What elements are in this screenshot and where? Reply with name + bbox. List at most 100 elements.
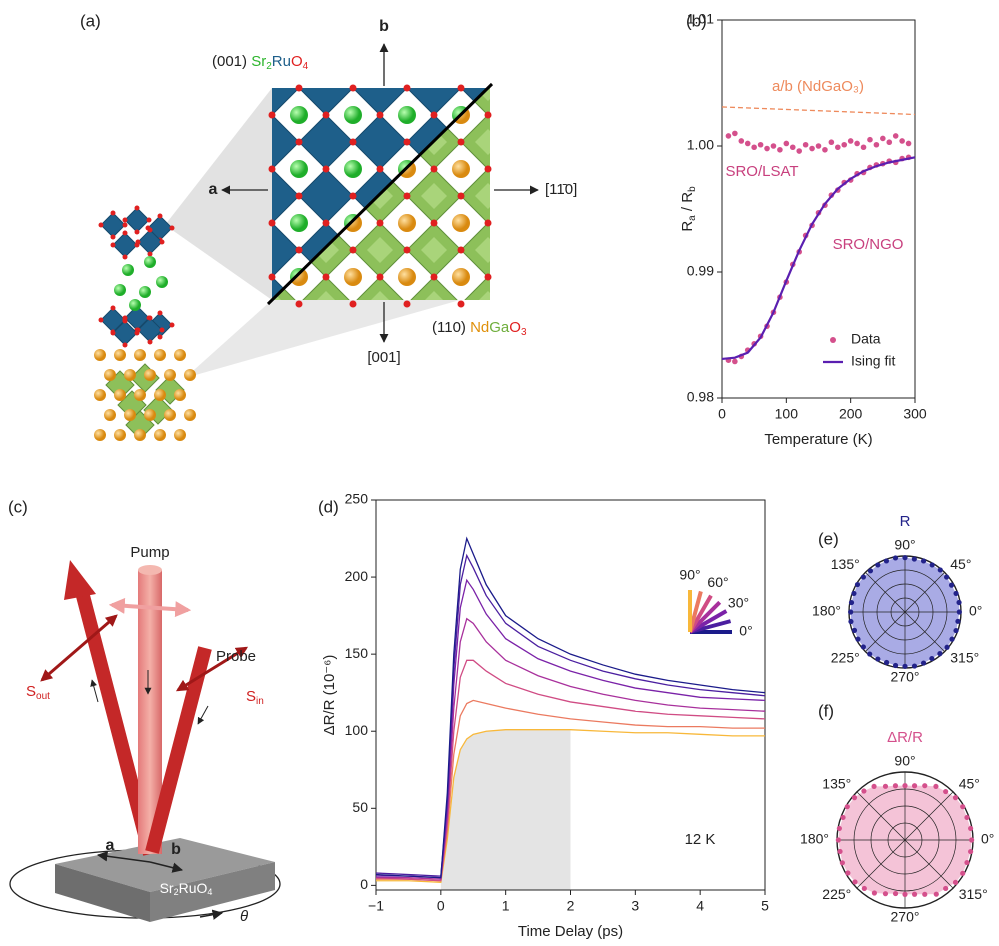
angle-label: 315° bbox=[950, 649, 979, 665]
data-point bbox=[960, 804, 965, 809]
octahedron bbox=[353, 61, 407, 115]
x-tick-label: 0 bbox=[718, 406, 726, 422]
o-atom bbox=[377, 274, 384, 281]
panel-label: (d) bbox=[318, 497, 339, 516]
x-tick-label: 2 bbox=[567, 898, 575, 914]
sr-atom bbox=[139, 286, 151, 298]
data-point bbox=[796, 148, 802, 154]
legend-label: 30° bbox=[728, 595, 749, 611]
o-atom bbox=[269, 220, 276, 227]
nd-atom bbox=[134, 349, 146, 361]
o-atom bbox=[136, 240, 141, 245]
octahedron bbox=[299, 169, 353, 223]
data-point bbox=[930, 562, 935, 567]
o-atom bbox=[148, 316, 153, 321]
data-point bbox=[902, 783, 907, 788]
sr-atom bbox=[144, 256, 156, 268]
angle-label: 0° bbox=[969, 603, 982, 619]
data-point bbox=[829, 139, 835, 145]
angle-label: 225° bbox=[831, 649, 860, 665]
o-atom bbox=[458, 85, 465, 92]
legend-label: 0° bbox=[739, 623, 752, 639]
data-point bbox=[822, 147, 828, 153]
substrate-label: (110) NdGaO3 bbox=[432, 319, 527, 338]
sr-atom bbox=[344, 106, 362, 124]
nd-atom bbox=[144, 409, 156, 421]
label-part: b bbox=[687, 186, 698, 192]
zoom-wedge bbox=[165, 88, 272, 300]
data-point bbox=[893, 891, 898, 896]
o-atom bbox=[350, 301, 357, 308]
nd-atom bbox=[184, 409, 196, 421]
data-point bbox=[751, 144, 757, 150]
nd-atom bbox=[174, 389, 186, 401]
y-tick-label: 0.99 bbox=[687, 263, 714, 279]
data-point bbox=[899, 138, 905, 144]
axis-label: a bbox=[106, 837, 115, 854]
annotation: a/b (NdGaO₃) bbox=[772, 78, 864, 95]
o-atom bbox=[148, 228, 153, 233]
crystal-diagram bbox=[94, 61, 515, 441]
o-atom bbox=[123, 343, 128, 348]
annotation: 12 K bbox=[685, 831, 716, 848]
o-atom bbox=[350, 139, 357, 146]
data-point bbox=[851, 591, 856, 596]
data-point bbox=[912, 556, 917, 561]
o-atom bbox=[323, 112, 330, 119]
octahedron bbox=[101, 213, 125, 237]
figure: (a) (b) (c) (d) (e) (f) b a [11̄0] [001]… bbox=[0, 0, 999, 946]
x-tick-label: 200 bbox=[839, 406, 863, 422]
polar-chart: ΔR/R0°45°90°135°180°225°270°315° bbox=[800, 729, 994, 925]
data-point bbox=[884, 558, 889, 563]
data-point bbox=[960, 871, 965, 876]
legend-label: Data bbox=[851, 331, 881, 347]
data-point bbox=[912, 892, 917, 897]
data-point bbox=[902, 555, 907, 560]
angle-label: 180° bbox=[812, 603, 841, 619]
axis-label: b bbox=[379, 18, 389, 35]
data-point bbox=[969, 837, 974, 842]
o-atom bbox=[431, 274, 438, 281]
nd-atom bbox=[124, 409, 136, 421]
label-part: / R bbox=[679, 192, 696, 216]
sr-atom bbox=[114, 284, 126, 296]
sr-atom bbox=[290, 106, 308, 124]
o-atom bbox=[377, 112, 384, 119]
data-point bbox=[872, 890, 877, 895]
legend-label: 90° bbox=[679, 567, 700, 583]
pump-probe-diagram bbox=[10, 560, 280, 922]
nd-atom bbox=[452, 214, 470, 232]
data-point bbox=[867, 137, 873, 143]
label-part: RuO bbox=[179, 880, 208, 896]
sr-atom bbox=[122, 264, 134, 276]
angle-label: 315° bbox=[959, 886, 988, 902]
legend-label: Ising fit bbox=[851, 353, 895, 369]
label-part: (001) bbox=[212, 53, 251, 70]
o-atom bbox=[485, 220, 492, 227]
nd-atom bbox=[174, 429, 186, 441]
data-point bbox=[840, 860, 845, 865]
nd-atom bbox=[134, 389, 146, 401]
data-point bbox=[875, 656, 880, 661]
o-atom bbox=[160, 240, 165, 245]
data-point bbox=[964, 815, 969, 820]
data-point bbox=[933, 784, 938, 789]
o-atom bbox=[404, 193, 411, 200]
data-point bbox=[893, 555, 898, 560]
data-point bbox=[964, 860, 969, 865]
o-atom bbox=[377, 166, 384, 173]
label-part: in bbox=[256, 696, 264, 707]
nd-atom bbox=[114, 349, 126, 361]
label-part: ΔR/R (10⁻⁶) bbox=[321, 655, 338, 736]
o-atom bbox=[123, 319, 128, 324]
label-part: R bbox=[679, 221, 696, 232]
o-atom bbox=[404, 301, 411, 308]
s-out-label: Sout bbox=[26, 683, 50, 702]
annotation: SRO/NGO bbox=[833, 236, 904, 253]
nd-atom bbox=[104, 409, 116, 421]
octahedron bbox=[299, 115, 353, 169]
y-tick-label: 150 bbox=[345, 645, 369, 661]
axis-label: [001] bbox=[367, 349, 400, 366]
octahedron bbox=[113, 233, 137, 257]
data-point bbox=[852, 795, 857, 800]
